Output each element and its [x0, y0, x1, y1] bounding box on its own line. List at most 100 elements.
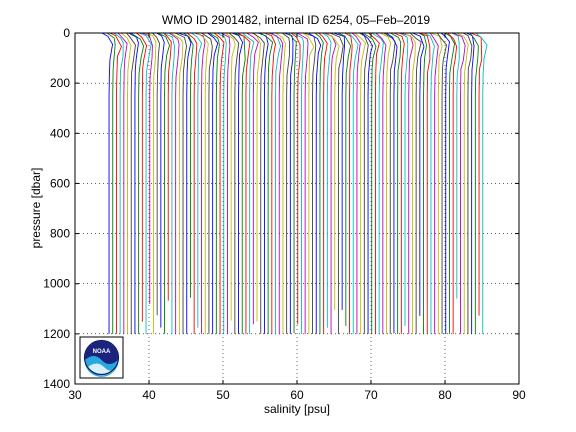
- salinity-profile-line: [183, 32, 194, 298]
- y-tick-label: 1400: [43, 377, 70, 391]
- salinity-profile-line: [228, 32, 240, 334]
- x-tick-label: 90: [512, 388, 526, 402]
- salinity-profile-line: [283, 32, 294, 334]
- salinity-profile-line: [156, 32, 165, 328]
- salinity-profile-line: [186, 32, 198, 334]
- salinity-profile-line: [409, 32, 422, 334]
- salinity-profile-line: [429, 32, 439, 334]
- grid-lines: [75, 33, 519, 384]
- x-axis-ticks: 30 40 50 60 70 80 90: [68, 33, 526, 402]
- salinity-profile-line: [130, 32, 145, 334]
- x-tick-label: 30: [68, 388, 82, 402]
- salinity-profile-line: [237, 32, 251, 334]
- salinity-profile-line: [302, 32, 315, 334]
- salinity-profile-line: [361, 32, 374, 334]
- salinity-profile-line: [231, 32, 244, 334]
- salinity-profile-line: [375, 32, 387, 334]
- salinity-profile-line: [242, 32, 255, 334]
- salinity-profile-line: [307, 32, 322, 334]
- salinity-profile-line: [246, 32, 259, 325]
- y-tick-label: 800: [50, 227, 70, 241]
- salinity-profile-line: [393, 32, 405, 334]
- salinity-profile-line: [436, 32, 448, 334]
- y-axis-ticks: 0 200 400 600 800 1000 1200 1400: [43, 26, 519, 391]
- salinity-profile-line: [297, 32, 309, 334]
- salinity-profile-line: [333, 32, 345, 310]
- salinity-profile-line: [368, 32, 380, 334]
- salinity-profile-line: [168, 32, 180, 334]
- salinity-profile-line: [456, 32, 469, 334]
- salinity-profile-line: [157, 32, 170, 334]
- salinity-profile-line: [207, 32, 219, 334]
- salinity-profile-line: [109, 32, 122, 334]
- salinity-profile-line: [418, 32, 431, 334]
- noaa-logo-text: NOAA: [93, 349, 111, 355]
- salinity-profile-line: [447, 32, 458, 334]
- salinity-profile-line: [175, 32, 188, 334]
- salinity-profile-line: [412, 32, 425, 316]
- salinity-profile-line: [347, 32, 359, 334]
- salinity-profile-line: [126, 32, 136, 334]
- salinity-profile-line: [267, 32, 282, 334]
- salinity-profile-line: [399, 32, 414, 334]
- salinity-profile-line: [257, 32, 269, 334]
- x-tick-label: 60: [290, 388, 304, 402]
- salinity-profile-line: [270, 32, 284, 334]
- salinity-profile-line: [469, 32, 479, 334]
- y-tick-label: 200: [50, 76, 70, 90]
- salinity-profile-line: [101, 32, 114, 334]
- y-tick-label: 1200: [43, 327, 70, 341]
- salinity-profile-line: [344, 32, 353, 334]
- salinity-profile-line: [322, 32, 332, 328]
- salinity-profile-line: [260, 32, 274, 334]
- salinity-profile-line: [194, 32, 206, 334]
- salinity-profile-line: [418, 32, 427, 334]
- salinity-profile-line: [371, 32, 384, 334]
- salinity-profile-line: [196, 32, 209, 334]
- salinity-profile-line: [113, 32, 124, 334]
- salinity-profile-line: [324, 32, 337, 334]
- salinity-profile-line: [136, 32, 148, 322]
- salinity-profile-line: [351, 32, 361, 334]
- salinity-profile-line: [337, 32, 352, 326]
- salinity-profile-line: [264, 32, 276, 334]
- salinity-profile-line: [475, 32, 488, 334]
- salinity-profile-line: [138, 32, 152, 334]
- salinity-profile-line: [253, 32, 265, 334]
- salinity-profile-line: [290, 32, 301, 325]
- y-tick-label: 0: [63, 26, 70, 40]
- salinity-profile-line: [452, 32, 466, 334]
- salinity-profile-line: [424, 32, 435, 334]
- salinity-profile-line: [362, 32, 377, 334]
- salinity-profiles: [101, 32, 488, 334]
- salinity-profile-line: [288, 32, 297, 334]
- salinity-profile-line: [208, 32, 220, 334]
- y-tick-label: 1000: [43, 277, 70, 291]
- salinity-profile-line: [145, 32, 157, 334]
- y-tick-label: 400: [50, 126, 70, 140]
- salinity-profile-line: [152, 32, 161, 316]
- salinity-profile-line: [281, 32, 291, 334]
- salinity-profile-line: [120, 32, 132, 334]
- noaa-logo: NOAA: [79, 336, 124, 379]
- salinity-profile-line: [451, 32, 460, 299]
- salinity-profile-line: [220, 32, 231, 334]
- salinity-profile-line: [170, 32, 184, 334]
- salinity-profile-line: [318, 32, 328, 334]
- salinity-profile-line: [385, 32, 398, 334]
- salinity-profile-line: [403, 32, 416, 334]
- salinity-profile-line: [106, 32, 116, 334]
- x-tick-label: 50: [216, 388, 230, 402]
- salinity-profile-line: [462, 32, 473, 334]
- salinity-profile-line: [329, 32, 344, 334]
- salinity-profile-line: [163, 32, 172, 301]
- x-tick-label: 70: [364, 388, 378, 402]
- salinity-profile-line: [399, 32, 409, 326]
- salinity-profile-line: [216, 32, 227, 334]
- salinity-profile-line: [191, 32, 203, 328]
- x-tick-label: 40: [142, 388, 156, 402]
- salinity-profile-line: [201, 32, 213, 334]
- salinity-profile-line: [117, 32, 128, 334]
- salinity-profile-line: [224, 32, 236, 321]
